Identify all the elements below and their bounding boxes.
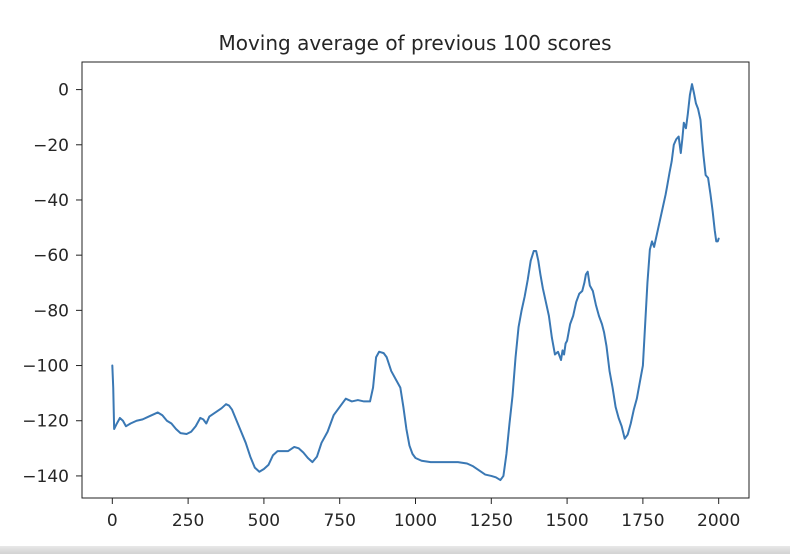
y-tick-label: −120: [22, 412, 69, 432]
chart-title: Moving average of previous 100 scores: [218, 31, 611, 55]
x-tick-label: 1750: [621, 511, 664, 531]
x-tick-label: 500: [248, 511, 280, 531]
y-tick-label: −40: [33, 191, 69, 211]
x-tick-label: 2000: [697, 511, 740, 531]
plot-area: 0 250 500 750 1000 1250 1500 1750 2000 0 −20 −40 −60…: [22, 61, 750, 531]
x-tick-label: 250: [172, 511, 204, 531]
y-tick-label: −60: [33, 246, 69, 266]
y-tick-label: −100: [22, 357, 69, 377]
y-tick-label: −80: [33, 301, 69, 321]
y-tick-label: −140: [22, 467, 69, 487]
series-line: [111, 83, 720, 482]
y-tick-label: 0: [58, 81, 69, 101]
x-tick-label: 1250: [470, 511, 513, 531]
x-tick-label: 750: [323, 511, 355, 531]
x-tick-label: 0: [107, 511, 118, 531]
y-tick-label: −20: [33, 136, 69, 156]
bottom-edge-strip: [0, 546, 790, 554]
x-tick-label: 1000: [394, 511, 437, 531]
x-tick-label: 1500: [545, 511, 588, 531]
